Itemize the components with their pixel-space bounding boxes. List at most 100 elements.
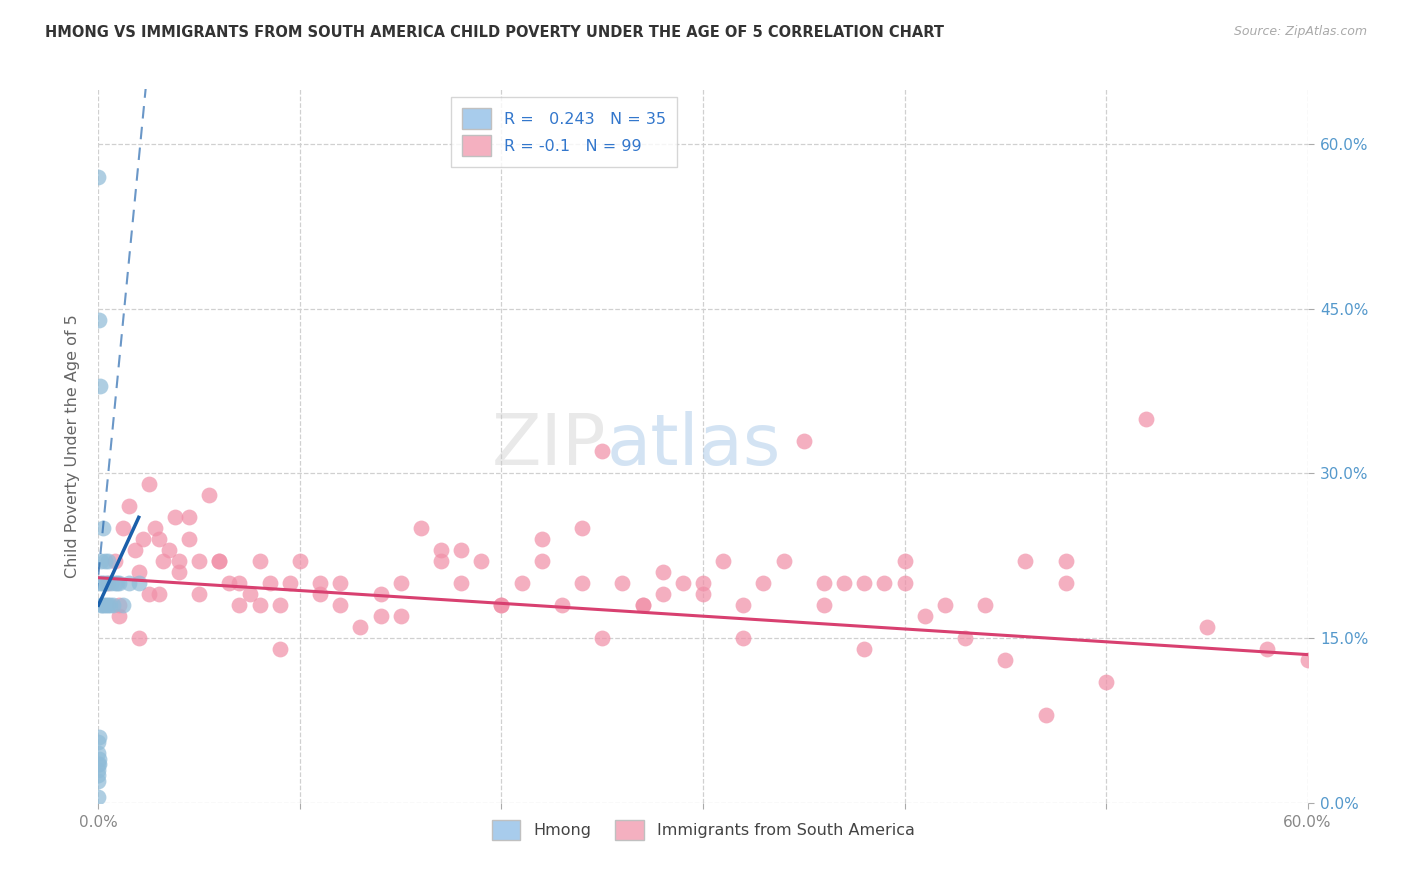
Point [111,598,134,612]
Point [228,576,250,591]
Point [491,598,513,612]
Point [389,576,412,591]
Point [87,790,110,805]
Point [934,598,956,612]
Point [853,576,876,591]
Point [711,554,734,568]
Point [288,554,311,568]
Point [1135,411,1157,425]
Point [1296,653,1319,667]
Point [591,631,613,645]
Point [87,757,110,772]
Point [530,554,553,568]
Point [651,587,673,601]
Point [107,609,129,624]
Point [733,631,755,645]
Point [249,598,271,612]
Point [631,598,654,612]
Point [87,763,110,777]
Point [87,768,110,782]
Point [409,521,432,535]
Text: atlas: atlas [606,411,780,481]
Point [179,533,201,547]
Point [157,543,180,558]
Point [914,609,936,624]
Point [97,598,120,612]
Point [188,554,211,568]
Point [450,543,472,558]
Point [551,598,574,612]
Point [198,488,221,502]
Point [107,598,129,612]
Point [1014,554,1036,568]
Point [96,598,118,612]
Point [118,500,141,514]
Point [94,554,117,568]
Point [309,576,332,591]
Point [612,576,634,591]
Point [510,576,533,591]
Point [631,598,654,612]
Point [1195,620,1218,634]
Point [218,576,240,591]
Point [430,543,453,558]
Point [793,434,815,448]
Point [692,576,714,591]
Point [148,587,170,601]
Point [893,576,915,591]
Point [167,554,190,568]
Point [105,576,128,591]
Point [101,598,124,612]
Point [143,521,166,535]
Point [188,587,211,601]
Legend: Hmong, Immigrants from South America: Hmong, Immigrants from South America [484,812,922,848]
Point [772,554,794,568]
Point [118,576,141,591]
Point [179,510,201,524]
Point [470,554,492,568]
Point [208,554,231,568]
Point [269,642,291,657]
Point [163,510,186,524]
Point [87,752,110,766]
Point [733,598,755,612]
Point [813,598,835,612]
Point [249,554,271,568]
Point [98,598,121,612]
Point [450,576,472,591]
Point [138,477,160,491]
Point [430,554,453,568]
Point [228,598,250,612]
Point [813,576,835,591]
Point [97,576,120,591]
Point [873,576,896,591]
Point [91,576,114,591]
Point [93,598,115,612]
Point [1054,554,1077,568]
Y-axis label: Child Poverty Under the Age of 5: Child Poverty Under the Age of 5 [65,314,80,578]
Point [571,576,593,591]
Point [91,598,114,612]
Point [1095,675,1118,690]
Point [89,378,111,392]
Point [87,169,110,184]
Point [651,566,673,580]
Point [1035,708,1057,723]
Point [111,521,134,535]
Point [132,533,155,547]
Point [103,554,125,568]
Point [152,554,174,568]
Point [128,566,150,580]
Point [672,576,695,591]
Point [349,620,371,634]
Point [259,576,281,591]
Point [370,587,392,601]
Point [90,554,112,568]
Point [692,587,714,601]
Point [90,598,112,612]
Point [1256,642,1278,657]
Point [87,747,110,761]
Point [974,598,997,612]
Point [994,653,1017,667]
Point [167,566,190,580]
